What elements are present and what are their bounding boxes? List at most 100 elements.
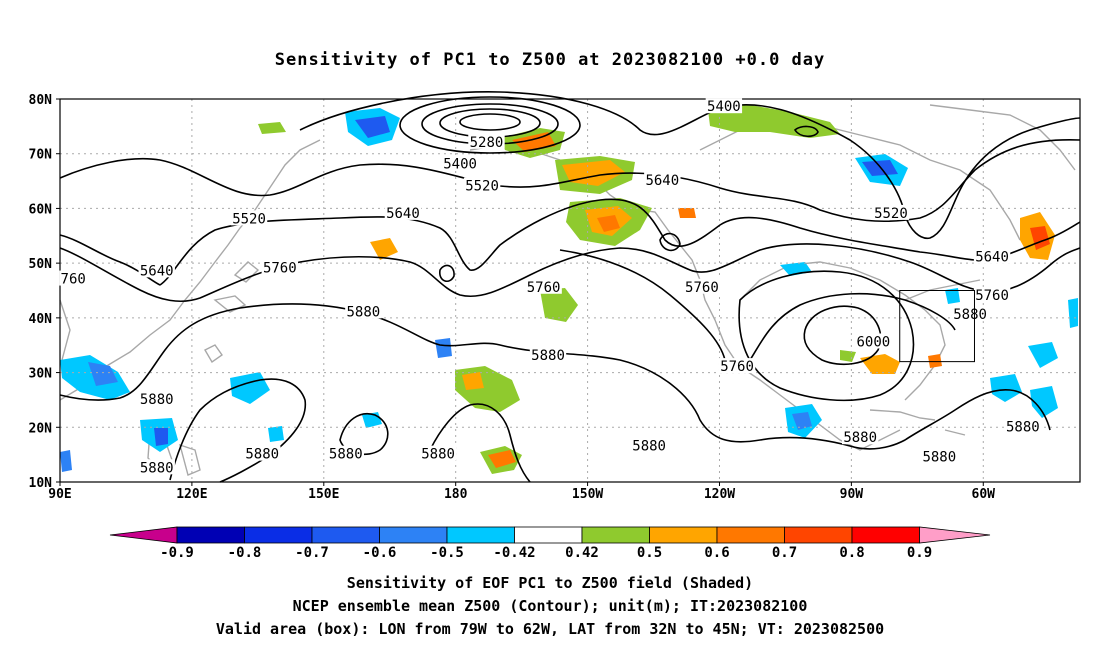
colorbar-segment — [649, 526, 718, 544]
lat-label: 20N — [29, 421, 53, 436]
contour-label: 760 — [61, 272, 86, 288]
lon-label: 90E — [48, 487, 71, 502]
colorbar-segment — [446, 526, 515, 544]
shade-neg — [88, 362, 118, 386]
contour-label-bg — [872, 204, 910, 220]
lat-label: 80N — [29, 93, 53, 108]
contour-label: 5400 — [443, 157, 477, 173]
shade-neg — [154, 428, 168, 446]
contour-label: 5760 — [527, 280, 561, 296]
contour-label-bg — [644, 172, 681, 188]
contour-label-bg — [419, 445, 457, 461]
shade-neg — [945, 288, 960, 304]
contour-label-bg — [705, 98, 743, 114]
shade-neg — [1028, 342, 1058, 368]
contour-label: 5880 — [922, 449, 956, 465]
gridlines — [60, 99, 1080, 482]
colorbar-over-triangle — [919, 526, 991, 544]
sensitivity-shading — [60, 104, 1078, 474]
colorbar-label: -0.7 — [295, 545, 329, 561]
contour-6000 — [803, 305, 882, 366]
contour-label-bg — [468, 133, 505, 149]
lon-label: 150W — [572, 487, 603, 502]
coastline-alaska — [469, 144, 736, 361]
contour-label: 5520 — [232, 211, 266, 227]
contour-label: 5760 — [720, 359, 754, 375]
shade-pos — [597, 215, 620, 232]
coastline-caribbean — [869, 409, 966, 436]
colorbar-segment — [851, 526, 920, 544]
contour-label-bg — [841, 429, 879, 445]
contour-label-bg — [630, 437, 668, 453]
contour-label-bg — [951, 306, 989, 322]
contour-label-bg — [261, 259, 299, 275]
colorbar-segment — [716, 526, 785, 544]
colorbar-label: 0.9 — [907, 545, 932, 561]
contour-5340 — [399, 96, 581, 154]
contour-label-bg — [244, 445, 281, 461]
contour-label-bg — [525, 278, 562, 294]
lon-label: 180 — [444, 487, 468, 502]
contour-label-bg — [683, 278, 721, 294]
shade-pos — [540, 288, 578, 322]
coastline-greenland — [929, 104, 1076, 171]
lat-label: 60N — [29, 202, 53, 217]
contour-5640-small — [439, 264, 455, 283]
contour-label: 5760 — [975, 288, 1009, 304]
contour-label-bg — [463, 177, 501, 193]
shade-pos — [258, 122, 286, 134]
contour-label: 5880 — [347, 304, 381, 320]
contour-label: 5760 — [263, 261, 297, 277]
colorbar-segment — [581, 526, 650, 544]
colorbar-label: -0.8 — [228, 545, 262, 561]
caption-line-2: NCEP ensemble mean Z500 (Contour); unit(… — [292, 597, 808, 615]
contour-5400 — [299, 91, 1081, 240]
shade-neg — [268, 426, 284, 442]
lat-label: 10N — [29, 476, 53, 491]
lon-label: 60W — [972, 487, 996, 502]
contour-label: 5520 — [465, 179, 499, 195]
contour-label: 5400 — [707, 99, 741, 115]
contour-label: 5280 — [470, 135, 504, 151]
contour-label: 5640 — [645, 173, 679, 189]
lat-label: 40N — [29, 312, 53, 327]
lat-label: 50N — [29, 257, 53, 272]
contour-label: 5640 — [975, 250, 1009, 266]
colorbar-label: 0.5 — [637, 545, 662, 561]
lon-label: 120W — [704, 487, 735, 502]
contour-label: 5880 — [421, 447, 455, 463]
contour-label: 5880 — [140, 460, 174, 476]
contour-label-bg — [1004, 418, 1042, 434]
shade-neg — [990, 374, 1022, 402]
contour-5160 — [459, 113, 521, 131]
shade-neg — [355, 116, 390, 138]
shade-neg — [60, 450, 72, 472]
caption-line-1: Sensitivity of EOF PC1 to Z500 field (Sh… — [346, 574, 754, 592]
contour-label-bg — [384, 204, 422, 220]
contour-label-bg — [138, 459, 175, 475]
lon-label: 150E — [308, 487, 339, 502]
contour-label: 5880 — [140, 392, 174, 408]
contour-5880-mid2 — [429, 403, 531, 483]
contour-label-bg — [138, 262, 175, 278]
contour-5880 — [59, 303, 1051, 450]
contour-5640-low — [659, 232, 681, 252]
contour-label: 6000 — [857, 334, 891, 350]
shade-neg — [435, 338, 452, 358]
contour-label-bg — [855, 333, 892, 349]
lat-label: 70N — [29, 148, 53, 163]
contour-label-bg — [973, 286, 1011, 302]
contour-label: 5880 — [1006, 419, 1040, 435]
colorbar-label: -0.6 — [363, 545, 397, 561]
shade-pos — [840, 350, 856, 362]
shade-pos — [462, 372, 484, 390]
colorbar-label: -0.9 — [160, 545, 194, 561]
colorbar-label: 0.8 — [839, 545, 864, 561]
shade-neg — [230, 372, 270, 404]
shade-pos — [928, 354, 942, 368]
colorbar-label: 0.7 — [772, 545, 797, 561]
contour-labels: 5400 5280 5400 5520 5640 5520 5640 5520 5640 760 5… — [59, 98, 1042, 476]
contour-label-bg — [327, 445, 364, 461]
